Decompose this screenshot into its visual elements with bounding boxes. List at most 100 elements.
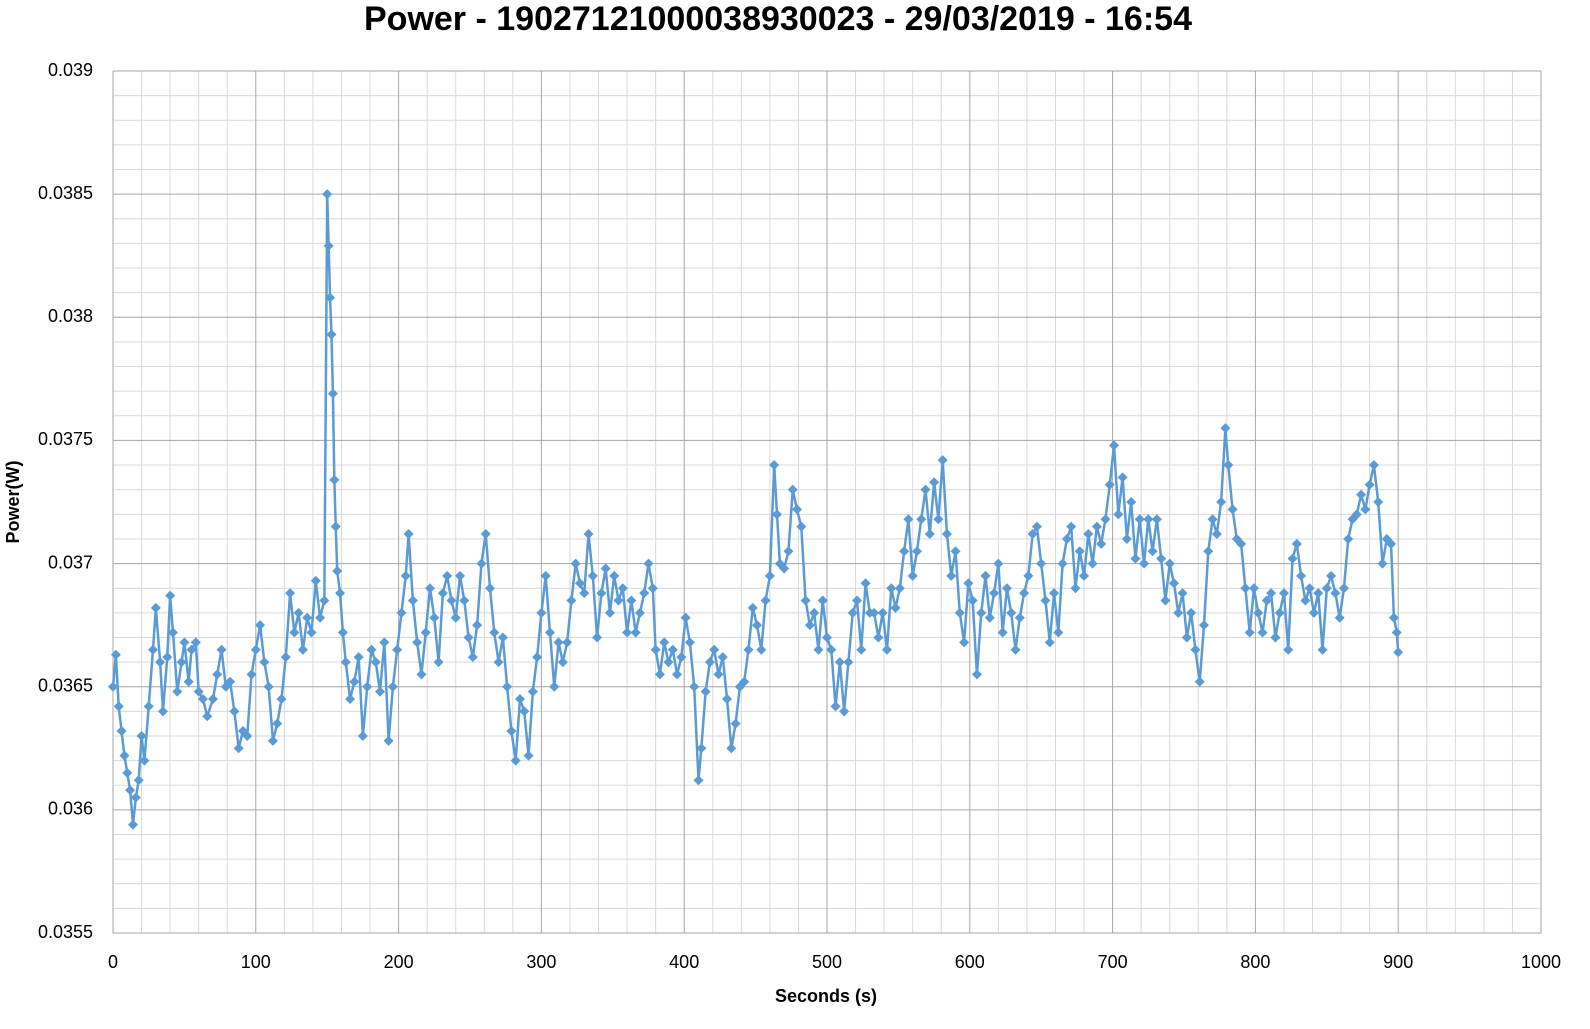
data-point [392,644,403,655]
data-point [1113,509,1124,520]
data-point [800,595,811,606]
data-point [337,627,348,638]
data-point [639,588,650,599]
data-point [783,546,794,557]
data-point [1139,558,1150,569]
data-point [769,460,780,471]
data-point [1253,607,1264,618]
data-point [877,607,888,618]
data-point [484,583,495,594]
data-point [366,644,377,655]
data-point [306,627,317,638]
data-point [890,602,901,613]
data-point [672,669,683,680]
data-point [455,570,466,581]
data-point [760,595,771,606]
data-point [437,588,448,599]
y-tick-label: 0.0355 [38,922,93,942]
data-point [450,612,461,623]
data-point [322,189,333,200]
data-point [155,657,166,668]
data-point [202,711,213,722]
data-point [197,694,208,705]
data-point [730,718,741,729]
data-point [242,730,253,741]
data-point [263,681,274,692]
data-point [116,726,127,737]
data-point [165,590,176,601]
data-point [1173,607,1184,618]
data-point [349,676,360,687]
data-point [929,477,940,488]
data-point [502,681,513,692]
data-point [1334,612,1345,623]
x-tick-label: 500 [812,952,842,972]
data-point [617,583,628,594]
data-point [1278,588,1289,599]
data-point [387,681,398,692]
data-point [540,570,551,581]
data-point [130,792,141,803]
data-point [193,686,204,697]
data-point [400,570,411,581]
data-point [179,637,190,648]
data-point [1216,497,1227,507]
data-point [826,644,837,655]
data-point [1386,538,1397,549]
data-point [809,607,820,618]
data-point [1261,595,1272,606]
data-point [1356,489,1367,500]
data-point [186,644,197,655]
data-point [1257,627,1268,638]
data-point [1014,612,1025,623]
data-point [630,627,641,638]
data-point [647,583,658,594]
data-point [250,644,261,655]
data-point [523,750,534,761]
y-tick-label: 0.0375 [38,429,93,449]
data-point [843,657,854,668]
data-point [532,652,543,663]
data-point [713,669,724,680]
data-point [984,612,995,623]
data-point [379,637,390,648]
data-point [1338,583,1349,594]
data-point [989,588,1000,599]
data-point [463,632,474,643]
y-tick-label: 0.039 [48,60,93,80]
data-point [1388,612,1399,623]
data-point [834,657,845,668]
data-point [1393,647,1404,658]
data-point [676,652,687,663]
data-point [626,595,637,606]
data-point [416,669,427,680]
data-point [1156,553,1167,564]
data-point [873,632,884,643]
data-point [207,694,218,705]
data-point [869,607,880,618]
data-point [353,652,364,663]
data-point [255,620,266,631]
data-point [587,570,598,581]
data-point [1308,607,1319,618]
data-point [143,701,154,712]
data-point [613,595,624,606]
data-point [1169,578,1180,589]
x-axis-label: Seconds (s) [775,986,877,1006]
data-point [1001,583,1012,594]
data-point [764,570,775,581]
data-point [860,578,871,589]
data-point [1151,514,1162,525]
data-point [326,329,337,340]
data-point [1019,588,1030,599]
data-point [323,240,334,251]
data-point [1203,546,1214,557]
data-point [150,602,161,613]
data-point [362,681,373,692]
data-point [480,529,491,540]
data-point [1091,521,1102,532]
data-point [600,563,611,574]
data-point [847,607,858,618]
data-point [125,785,136,796]
